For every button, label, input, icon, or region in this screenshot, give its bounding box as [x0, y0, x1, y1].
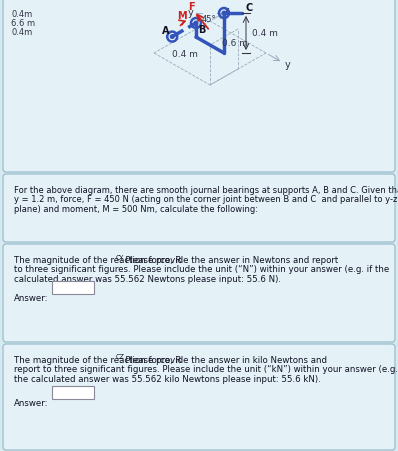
FancyBboxPatch shape — [3, 0, 395, 173]
Text: 0.4m: 0.4m — [11, 10, 32, 19]
Text: calculated answer was 55.562 Newtons please input: 55.6 N).: calculated answer was 55.562 Newtons ple… — [14, 274, 281, 283]
FancyBboxPatch shape — [3, 244, 395, 342]
Text: 45°: 45° — [202, 15, 217, 24]
Text: 0.4 m: 0.4 m — [252, 29, 278, 38]
Text: F: F — [188, 2, 195, 12]
Circle shape — [222, 11, 226, 17]
Text: The magnitude of the reaction force, R: The magnitude of the reaction force, R — [14, 355, 181, 364]
Text: Answer:: Answer: — [14, 398, 49, 407]
Text: y: y — [285, 60, 291, 70]
FancyBboxPatch shape — [3, 175, 395, 243]
Text: 0.4 m: 0.4 m — [172, 50, 198, 59]
Text: the calculated answer was 55.562 kilo Newtons please input: 55.6 kN).: the calculated answer was 55.562 kilo Ne… — [14, 374, 321, 383]
Text: CY: CY — [116, 254, 124, 260]
Text: . Please provide the answer in kilo Newtons and: . Please provide the answer in kilo Newt… — [120, 355, 327, 364]
Text: plane) and moment, M = 500 Nm, calculate the following:: plane) and moment, M = 500 Nm, calculate… — [14, 205, 258, 213]
Bar — [52, 281, 94, 295]
Text: to three significant figures. Please include the unit (“N”) within your answer (: to three significant figures. Please inc… — [14, 265, 389, 274]
Text: report to three significant figures. Please include the unit (“kN”) within your : report to three significant figures. Ple… — [14, 365, 398, 374]
Text: CZ: CZ — [116, 354, 125, 360]
Bar — [52, 386, 94, 399]
Text: M: M — [178, 11, 187, 21]
FancyBboxPatch shape — [3, 344, 395, 450]
Text: B: B — [198, 25, 205, 35]
Circle shape — [170, 35, 175, 40]
Text: 6.6 m: 6.6 m — [11, 19, 35, 28]
Text: y = 1.2 m, force, F = 450 N (acting on the corner joint between B and C  and par: y = 1.2 m, force, F = 450 N (acting on t… — [14, 195, 397, 204]
Text: C: C — [245, 3, 252, 13]
Text: Answer:: Answer: — [14, 293, 49, 302]
Text: y: y — [187, 8, 193, 18]
Circle shape — [193, 22, 199, 27]
Text: . Please provide the answer in Newtons and report: . Please provide the answer in Newtons a… — [120, 255, 338, 264]
Text: 0.6 m: 0.6 m — [222, 39, 248, 48]
Text: x: x — [224, 6, 230, 16]
Text: A: A — [162, 26, 170, 36]
Text: The magnitude of the reaction force, R: The magnitude of the reaction force, R — [14, 255, 181, 264]
Text: For the above diagram, there are smooth journal bearings at supports A, B and C.: For the above diagram, there are smooth … — [14, 186, 398, 194]
Text: 0.4m: 0.4m — [11, 28, 32, 37]
